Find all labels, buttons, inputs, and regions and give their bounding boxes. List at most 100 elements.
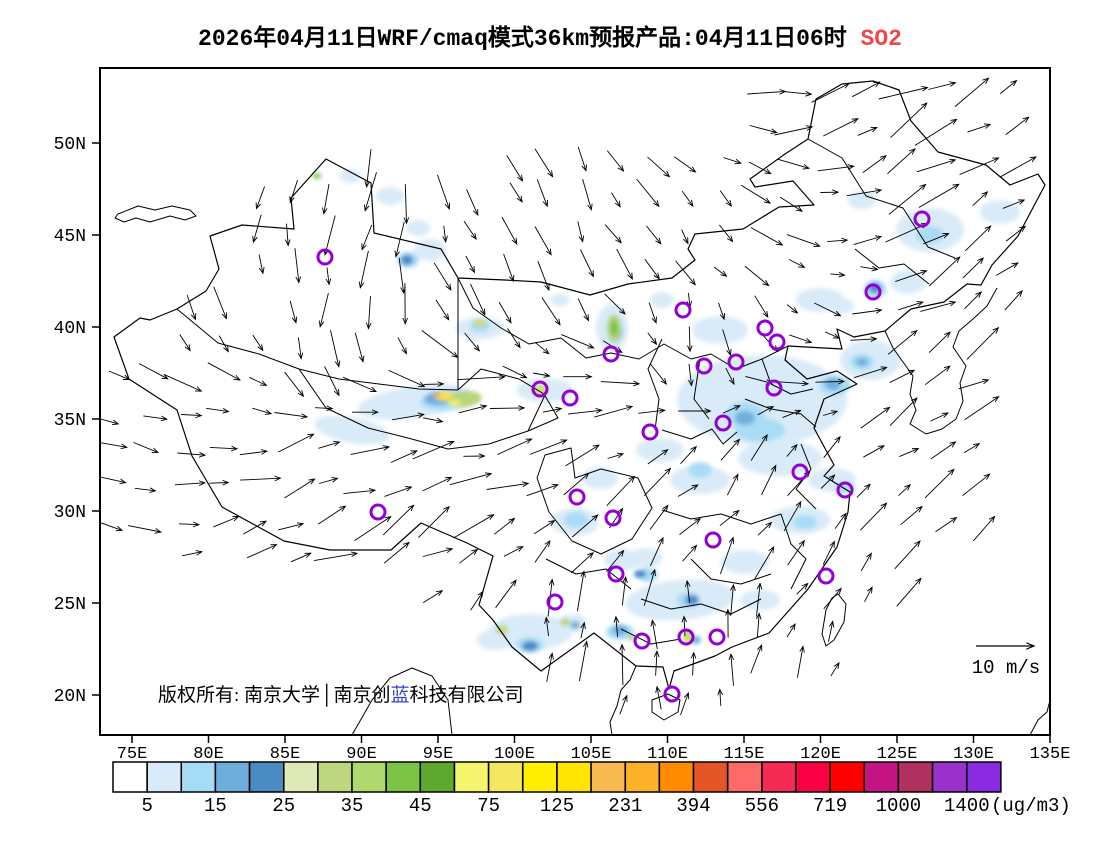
- wind-arrow: [786, 304, 797, 313]
- wind-arrow: [541, 297, 560, 325]
- wind-arrow: [647, 450, 668, 465]
- wind-arrow: [398, 257, 404, 293]
- wind-arrow: [133, 442, 159, 453]
- province-border: [690, 558, 772, 585]
- wind-arrow: [246, 545, 276, 559]
- wind-arrow: [680, 447, 697, 465]
- wind-arrow: [619, 696, 627, 715]
- coastline-feature: [651, 693, 681, 721]
- wind-arrow: [444, 225, 446, 242]
- wind-arrow: [723, 157, 741, 164]
- wind-arrow: [682, 546, 697, 562]
- lon-tick-label: 105E: [571, 745, 612, 764]
- wind-arrow: [206, 407, 228, 411]
- wind-arrow: [622, 645, 623, 686]
- colorbar-cell: [829, 761, 865, 793]
- wind-arrow: [647, 156, 670, 177]
- wind-arrow: [745, 375, 771, 383]
- coastline-feature: [821, 593, 847, 647]
- wind-arrow: [674, 156, 695, 172]
- colorbar-cell: [931, 761, 968, 793]
- wind-arrow: [108, 370, 129, 380]
- lon-tick-label: 135E: [1030, 745, 1071, 764]
- wind-arrow: [675, 260, 696, 285]
- longitude-axis: 75E 80E 85E 90E 95E 100E 105E 110E 115E 120E 125E 1…: [117, 735, 1071, 764]
- so2-contour-blob: [686, 636, 690, 642]
- lat-tick-label: 45N: [54, 227, 86, 247]
- so2-contour-blob: [612, 625, 628, 635]
- station-marker: [663, 685, 681, 703]
- so2-contour-blob: [449, 400, 461, 406]
- wind-arrow: [827, 240, 847, 242]
- coastline-feature: [114, 205, 197, 223]
- korea-coastline: [884, 287, 998, 435]
- wind-arrow: [647, 332, 657, 344]
- wind-arrow: [757, 407, 774, 416]
- colorbar-cell: [692, 761, 729, 793]
- wind-arrow: [506, 155, 523, 181]
- province-border: [640, 598, 762, 615]
- wind-arrow: [962, 258, 983, 279]
- wind-arrow: [390, 451, 417, 463]
- wind-arrow: [101, 476, 125, 483]
- wind-arrow: [964, 226, 991, 252]
- so2-contour-blob: [564, 512, 588, 528]
- wind-arrow: [862, 156, 886, 173]
- wind-arrow: [563, 473, 589, 496]
- wind-arrow: [565, 445, 599, 467]
- wind-arrow: [889, 370, 915, 384]
- wind-arrow: [918, 184, 959, 208]
- so2-contour-blob: [721, 550, 769, 574]
- wind-arrow: [887, 331, 917, 355]
- wind-arrow: [449, 474, 491, 486]
- so2-contour-blob: [478, 321, 482, 325]
- wind-arrow: [213, 286, 227, 319]
- wind-arrow: [277, 524, 303, 531]
- wind-arrow: [243, 521, 266, 535]
- wind-arrow: [731, 585, 734, 616]
- wind-arrow: [497, 439, 531, 456]
- wind-arrow: [542, 409, 561, 413]
- wind-arrow: [860, 407, 890, 429]
- wind-arrow: [863, 446, 884, 458]
- station-marker: [708, 628, 726, 646]
- wind-arrow: [289, 300, 296, 323]
- so2-contour-blob: [793, 515, 817, 529]
- so2-contour-blob: [376, 187, 404, 205]
- wind-arrow: [718, 224, 732, 242]
- colorbar-tick-label: 556: [745, 795, 779, 817]
- wind-arrow: [894, 541, 920, 570]
- wind-arrow: [888, 185, 926, 215]
- wind-arrow: [646, 225, 660, 244]
- wind-arrow: [722, 329, 731, 356]
- wind-arrow: [606, 150, 623, 171]
- wind-arrow: [864, 587, 873, 603]
- wind-arrow: [534, 341, 549, 353]
- wind-arrow: [101, 418, 119, 424]
- so2-contour-blob: [738, 440, 822, 476]
- wind-arrow: [757, 614, 759, 638]
- station-marker: [791, 463, 809, 481]
- station-marker: [641, 423, 659, 441]
- wind-arrow: [536, 179, 547, 206]
- wind-arrow: [822, 411, 837, 416]
- wind-arrow: [650, 363, 667, 384]
- wind-arrow: [822, 542, 834, 565]
- wind-arrow: [177, 453, 205, 455]
- wind-arrow: [503, 253, 514, 281]
- colorbar-cell: [419, 761, 456, 793]
- colorbar-cell: [897, 761, 934, 793]
- wind-arrow: [240, 478, 280, 480]
- wind-arrow: [600, 382, 639, 384]
- wind-arrow: [537, 261, 549, 290]
- boundary-layer: [113, 80, 1049, 734]
- lon-tick-label: 95E: [423, 745, 454, 764]
- wind-arrow: [422, 591, 442, 603]
- wind-arrow: [218, 335, 228, 352]
- wind-arrow: [679, 519, 701, 535]
- province-border: [298, 368, 546, 450]
- colorbar-cell: [522, 761, 558, 793]
- wind-arrow: [920, 302, 955, 312]
- wind-arrow: [577, 146, 586, 171]
- wind-arrow: [954, 78, 989, 107]
